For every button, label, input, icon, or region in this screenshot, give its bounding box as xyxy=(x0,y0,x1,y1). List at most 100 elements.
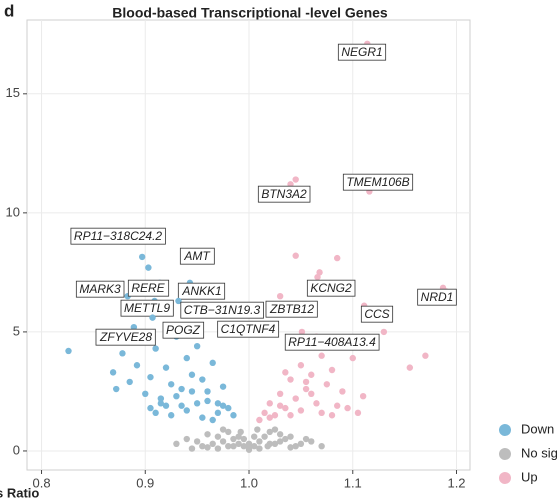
data-point xyxy=(214,433,222,440)
annotation-box xyxy=(257,185,311,203)
data-point xyxy=(271,426,279,433)
data-point xyxy=(193,342,201,350)
data-point xyxy=(339,388,346,395)
data-point xyxy=(178,385,185,393)
data-point xyxy=(261,409,268,417)
annotation-label: KCNG2 xyxy=(310,281,352,295)
data-point xyxy=(142,390,149,398)
data-point xyxy=(204,388,211,395)
data-point xyxy=(264,442,271,450)
annotation-box xyxy=(75,280,125,298)
data-point xyxy=(256,445,263,452)
data-point xyxy=(168,381,175,388)
annotation-label: ZBTB12 xyxy=(269,302,314,316)
annotation: RP11−318C24.2 xyxy=(70,227,166,245)
annotation: CCS xyxy=(360,305,394,323)
data-point xyxy=(406,364,414,371)
data-point xyxy=(162,402,170,409)
data-point xyxy=(302,435,310,443)
data-point xyxy=(225,404,232,412)
annotation: AMT xyxy=(179,247,215,265)
data-point xyxy=(380,328,388,336)
data-point xyxy=(214,445,222,452)
data-point xyxy=(199,442,206,450)
annotation: NEGR1 xyxy=(337,43,387,61)
data-point xyxy=(173,440,180,448)
data-point xyxy=(287,412,294,419)
data-point xyxy=(240,442,248,450)
data-point xyxy=(359,392,367,400)
annotation-label: ANKK1 xyxy=(181,284,221,298)
annotation: RERE xyxy=(127,279,170,297)
annotated-point xyxy=(149,314,156,321)
y-tick-label: 15 xyxy=(6,85,20,100)
annotation: POGZ xyxy=(162,321,205,339)
annotation: KCNG2 xyxy=(306,279,356,297)
data-point xyxy=(251,433,258,440)
data-point xyxy=(328,412,336,419)
annotation-label: RERE xyxy=(131,281,165,295)
data-point xyxy=(256,438,263,445)
annotation-box xyxy=(95,328,156,346)
legend-swatch xyxy=(499,448,511,460)
data-point xyxy=(276,438,284,445)
annotation-label: METTL9 xyxy=(124,301,170,315)
data-point xyxy=(209,359,216,367)
annotation-box xyxy=(360,305,394,323)
data-point xyxy=(271,440,279,448)
data-point xyxy=(302,378,310,386)
x-axis-label: s Ratio xyxy=(0,485,39,500)
data-point xyxy=(162,364,170,371)
data-point xyxy=(240,435,248,443)
data-point xyxy=(183,354,190,362)
annotation-label: AMT xyxy=(183,249,211,263)
data-point xyxy=(349,354,356,362)
y-tick-label: 0 xyxy=(13,442,20,457)
annotation-label: C1QTNF4 xyxy=(221,322,276,336)
data-point xyxy=(292,176,299,183)
data-point xyxy=(237,428,244,436)
data-point xyxy=(109,369,117,376)
data-point xyxy=(344,404,351,412)
data-point xyxy=(152,409,159,417)
annotated-point xyxy=(138,253,146,261)
annotation-box xyxy=(177,282,226,300)
x-tick-label: 1.1 xyxy=(344,475,362,490)
data-point xyxy=(214,400,222,407)
legend-label: Up xyxy=(521,469,538,484)
chart-title: Blood-based Transcriptional -level Genes xyxy=(112,5,388,21)
data-point xyxy=(297,407,305,414)
annotation-label: POGZ xyxy=(166,323,201,337)
annotation-label: NRD1 xyxy=(421,290,454,304)
data-point xyxy=(282,404,289,412)
data-point xyxy=(193,438,201,445)
annotation: ZFYVE28 xyxy=(95,328,156,346)
data-point xyxy=(266,400,273,407)
y-tick-label: 5 xyxy=(13,323,20,338)
data-point xyxy=(204,444,211,451)
data-point xyxy=(318,442,325,450)
data-point xyxy=(308,438,315,445)
data-point xyxy=(183,435,190,443)
data-point xyxy=(219,426,227,433)
legend-swatch xyxy=(499,472,511,484)
annotation: MARK3 xyxy=(75,280,125,298)
annotation-box xyxy=(180,301,264,319)
x-tick-label: 0.9 xyxy=(136,475,154,490)
annotation: CTB−31N19.3 xyxy=(180,301,264,319)
data-point xyxy=(313,400,320,407)
annotation-box xyxy=(70,227,166,245)
data-point xyxy=(157,400,165,407)
data-point xyxy=(276,390,284,398)
annotated-point xyxy=(130,323,138,331)
annotation-box xyxy=(120,299,174,317)
annotation: ZBTB12 xyxy=(265,300,318,318)
annotation-box xyxy=(284,333,380,351)
data-point xyxy=(65,347,72,355)
annotation: NRD1 xyxy=(417,288,457,306)
data-point xyxy=(219,402,227,409)
annotation-box xyxy=(217,320,280,338)
data-point xyxy=(204,397,211,405)
data-point xyxy=(152,345,159,352)
data-point xyxy=(292,395,299,402)
